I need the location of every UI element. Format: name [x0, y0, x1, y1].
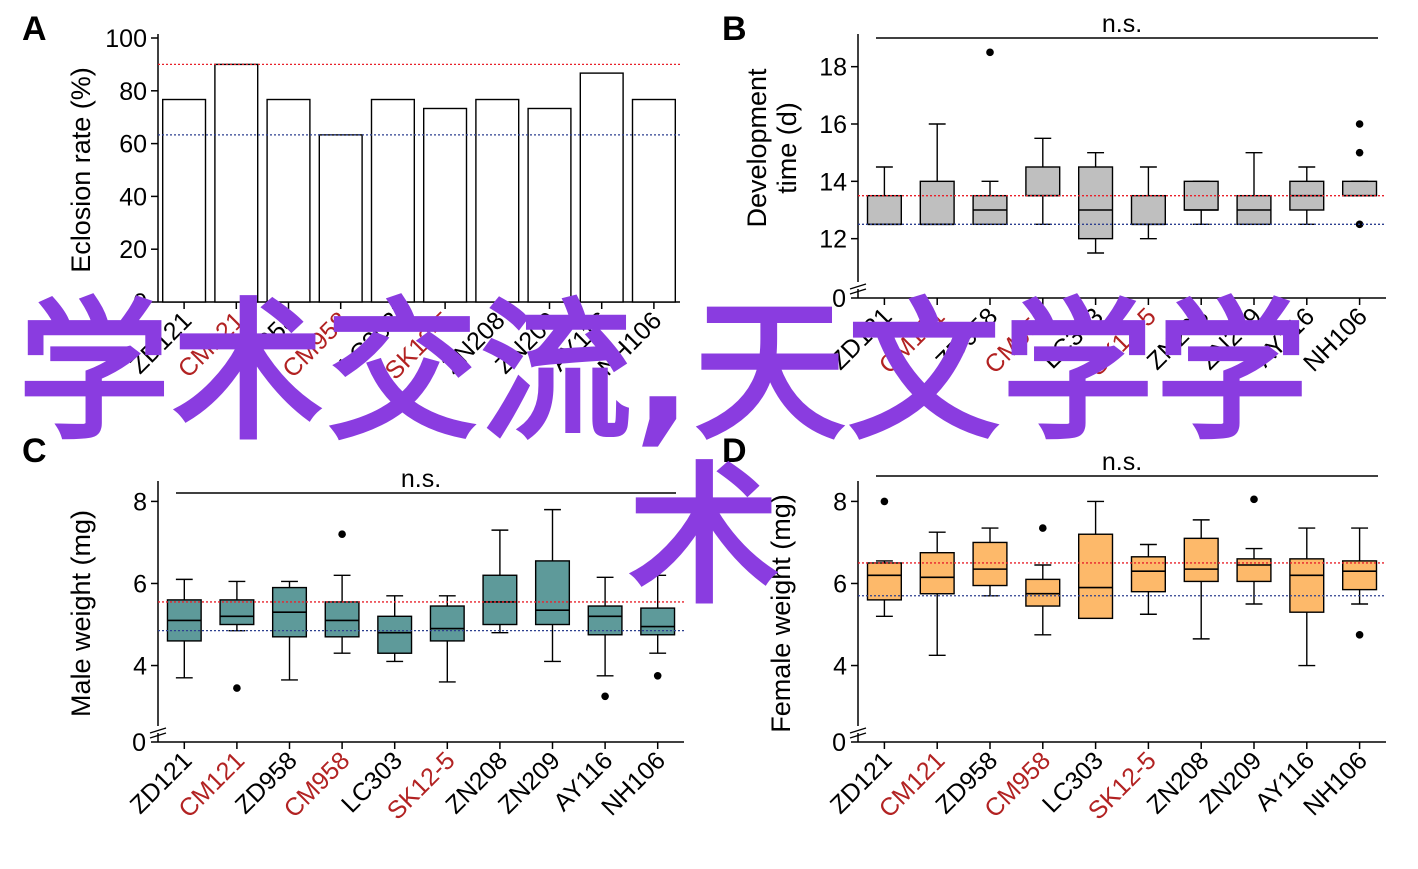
- c-box: [482, 574, 518, 626]
- d-box: [866, 562, 902, 601]
- d-box: [1025, 578, 1061, 607]
- d-y-tick-label: 6: [833, 570, 847, 598]
- b-y-axis-label-line: Development: [742, 68, 772, 228]
- b-outlier-point: [1355, 120, 1364, 128]
- c-outlier-point: [653, 671, 662, 680]
- c-axis-break-mark: [149, 727, 167, 734]
- b-significance-label: n.s.: [1102, 10, 1142, 38]
- b-y-axis-label: Developmenttime (d): [742, 68, 802, 228]
- d-box: [1183, 537, 1219, 583]
- a-bar: [631, 98, 677, 303]
- b-outlier-point: [986, 48, 994, 57]
- c-y-tick-label: 4: [133, 653, 147, 681]
- d-box: [1342, 560, 1378, 591]
- b-box: [1130, 194, 1166, 226]
- b-box: [1183, 180, 1219, 211]
- a-bar: [370, 98, 416, 303]
- c-box: [587, 605, 623, 636]
- b-outlier-point: [1355, 148, 1364, 157]
- b-box: [1025, 166, 1061, 197]
- b-y-tick-label: 0: [832, 285, 846, 313]
- b-box: [866, 194, 902, 226]
- a-bar: [161, 98, 207, 303]
- d-y-tick-label: 8: [833, 488, 847, 516]
- d-outlier-point: [1250, 495, 1258, 504]
- d-y-tick-label: 0: [832, 729, 846, 757]
- b-axis-break-gap: [854, 282, 862, 289]
- c-box: [534, 560, 571, 626]
- c-y-tick-label: 6: [133, 570, 147, 598]
- b-y-tick-label: 16: [819, 111, 847, 139]
- b-y-tick-label: 12: [819, 226, 847, 254]
- c-outlier-point: [338, 530, 346, 539]
- d-y-tick-label: 4: [833, 653, 847, 681]
- d-outlier-point: [1039, 524, 1047, 532]
- c-box: [377, 615, 413, 654]
- d-box: [1130, 556, 1166, 593]
- b-box: [919, 180, 955, 226]
- b-y-tick-label: 14: [819, 168, 847, 196]
- c-axis-break-gap: [154, 726, 162, 733]
- a-bar: [579, 72, 624, 303]
- d-box: [972, 541, 1008, 587]
- b-axis-break-mark: [849, 283, 867, 290]
- d-box: [1078, 533, 1114, 620]
- b-box: [1078, 166, 1114, 240]
- a-y-tick-label: 20: [119, 236, 147, 264]
- d-box: [1236, 558, 1272, 583]
- c-significance-label: n.s.: [401, 465, 441, 493]
- d-significance-label: n.s.: [1102, 448, 1142, 476]
- b-axis-break-mark: [849, 288, 867, 295]
- c-box: [429, 605, 465, 642]
- a-bar: [527, 107, 572, 303]
- a-bar: [266, 98, 311, 303]
- panel-letter-b: B: [722, 10, 747, 48]
- c-y-tick-label: 0: [132, 729, 146, 757]
- a-bar: [475, 98, 520, 303]
- d-axis-break-mark: [849, 727, 867, 734]
- c-box: [324, 601, 360, 638]
- d-outlier-point: [1355, 630, 1364, 639]
- a-y-tick-label: 100: [105, 25, 147, 53]
- d-axis-break-gap: [854, 726, 862, 733]
- a-y-tick-label: 60: [119, 131, 147, 159]
- a-y-tick-label: 0: [133, 289, 147, 317]
- c-outlier-point: [233, 684, 241, 692]
- b-y-axis-label-line: time (d): [772, 102, 802, 194]
- c-outlier-point: [601, 692, 609, 701]
- a-y-tick-label: 80: [119, 78, 147, 106]
- a-bar: [422, 107, 468, 303]
- a-bar: [214, 63, 259, 303]
- c-box: [640, 607, 676, 636]
- d-y-axis-label: Female weight (mg): [766, 494, 796, 733]
- a-y-tick-label: 40: [119, 183, 147, 211]
- panel-letter-a: A: [22, 10, 47, 48]
- panel-letter-c: C: [22, 432, 47, 470]
- c-axis-break-mark: [149, 732, 167, 739]
- panel-letter-d: D: [722, 432, 747, 470]
- d-axis-break-mark: [849, 732, 867, 739]
- a-bar: [318, 134, 363, 303]
- c-box: [219, 599, 255, 626]
- c-y-axis-label: Male weight (mg): [66, 510, 96, 717]
- a-y-axis-label: Eclosion rate (%): [66, 67, 96, 273]
- d-outlier-point: [880, 497, 889, 506]
- b-y-tick-label: 18: [819, 54, 847, 82]
- b-box: [1342, 180, 1378, 197]
- d-box: [1289, 558, 1325, 613]
- d-box: [919, 552, 955, 595]
- c-y-tick-label: 8: [133, 488, 147, 516]
